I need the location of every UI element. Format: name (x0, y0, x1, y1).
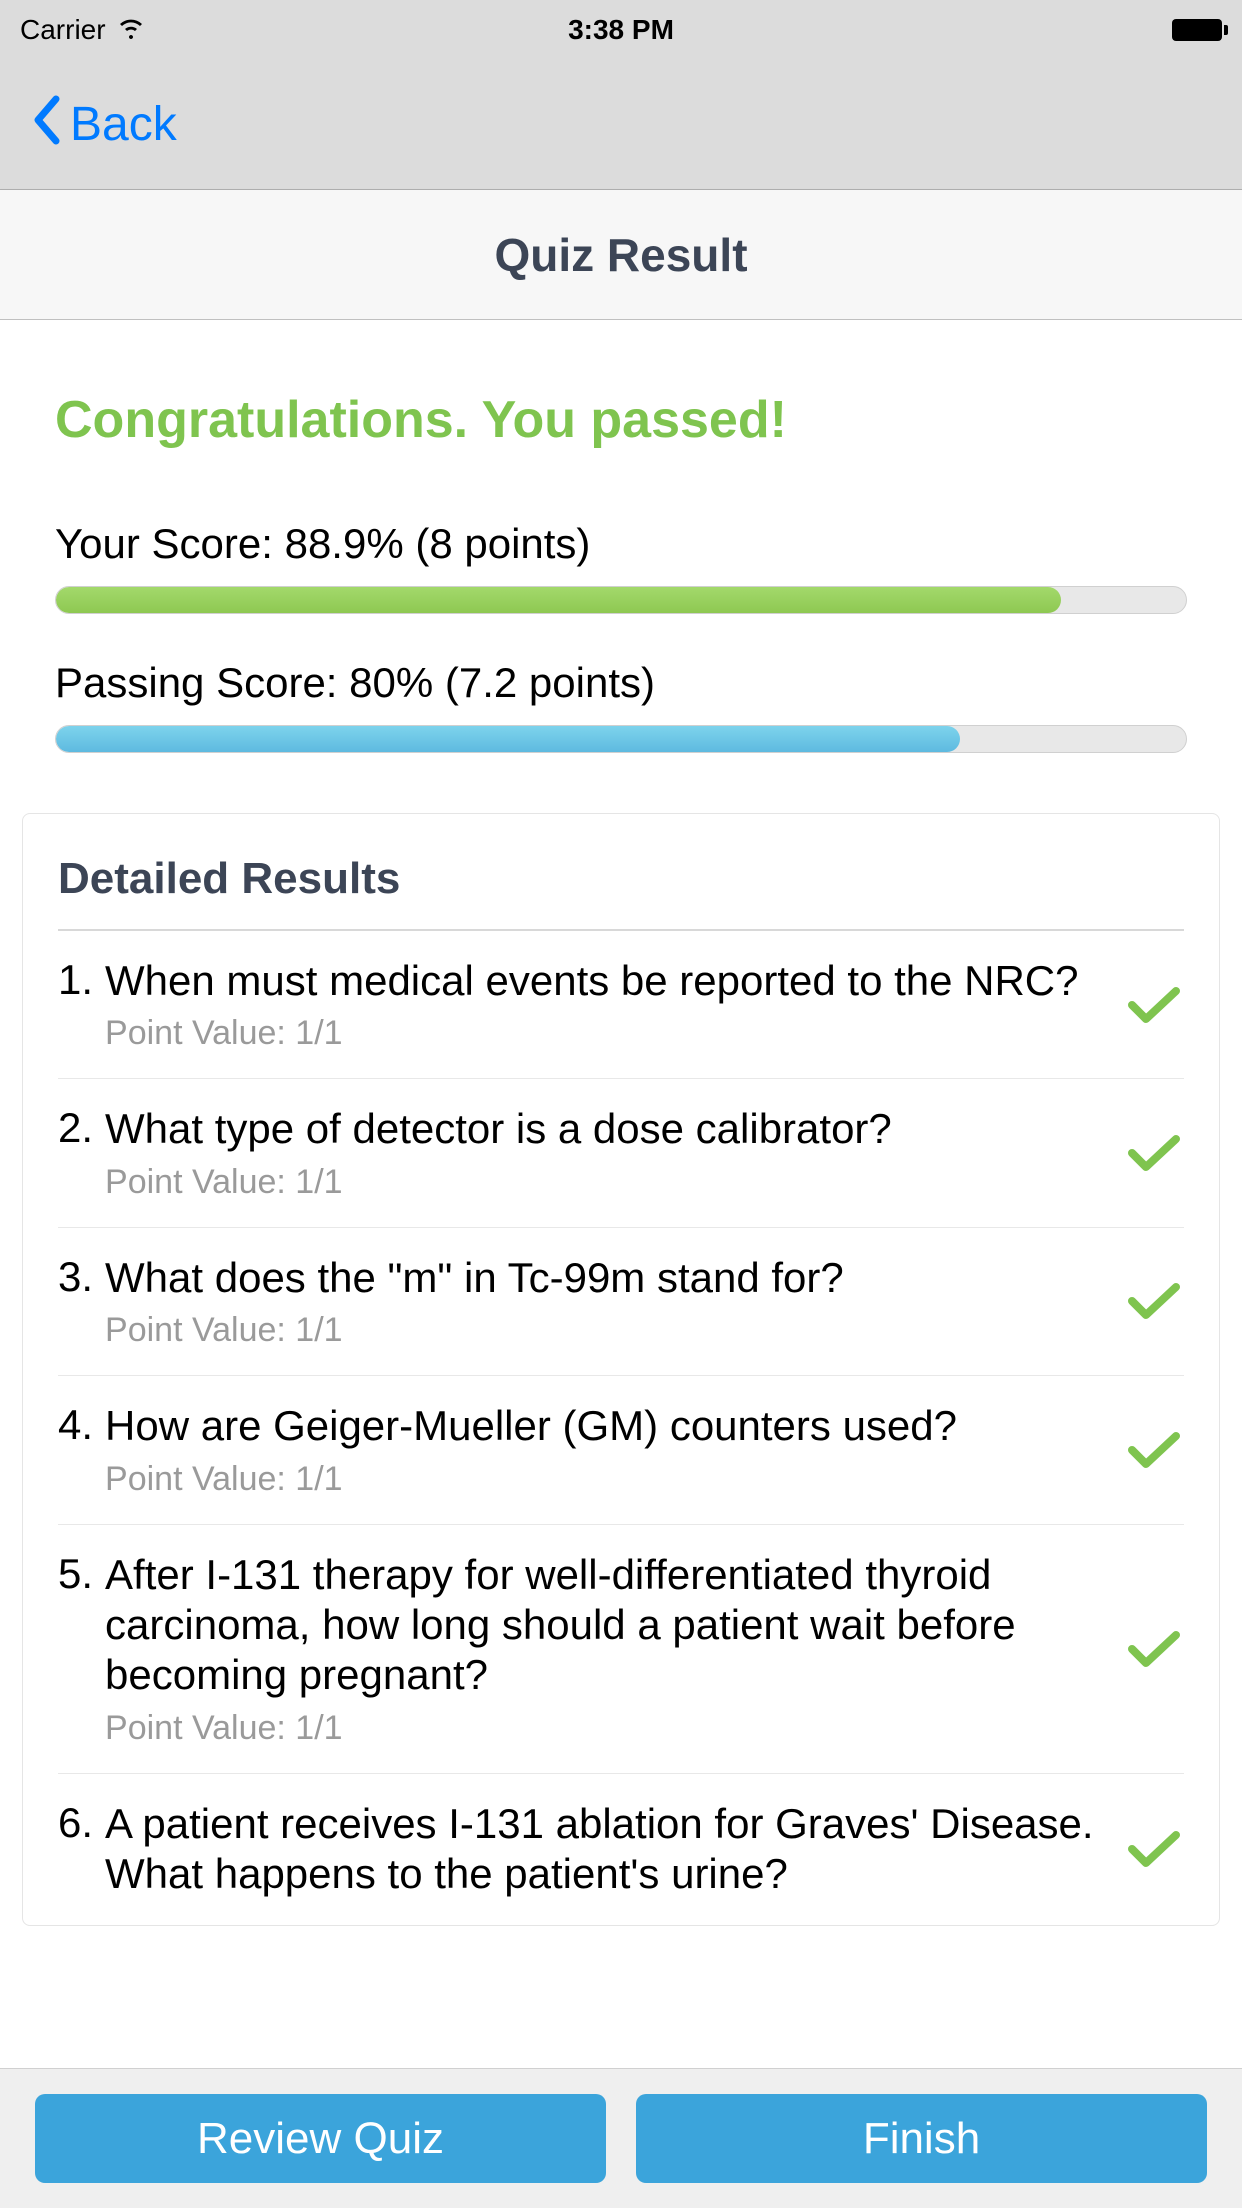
result-points: Point Value: 1/1 (105, 1709, 1104, 1748)
result-item[interactable]: 2.What type of detector is a dose calibr… (58, 1079, 1184, 1227)
your-score-fill (56, 587, 1061, 613)
result-question: After I-131 therapy for well-differentia… (105, 1550, 1104, 1701)
result-text-wrap: What does the "m" in Tc-99m stand for? Po… (105, 1253, 1104, 1350)
result-text-wrap: A patient receives I-131 ablation for Gr… (105, 1799, 1104, 1900)
result-question: A patient receives I-131 ablation for Gr… (105, 1799, 1104, 1900)
status-bar-time: 3:38 PM (568, 14, 674, 46)
carrier-label: Carrier (20, 14, 106, 46)
nav-bar: Back (0, 60, 1242, 190)
result-number: 6. (58, 1799, 93, 1847)
checkmark-icon (1124, 1271, 1184, 1331)
content-area: Congratulations. You passed! Your Score:… (0, 320, 1242, 2108)
header-bar: Quiz Result (0, 190, 1242, 320)
result-number: 1. (58, 956, 93, 1004)
checkmark-icon (1124, 1420, 1184, 1480)
result-number: 5. (58, 1550, 93, 1598)
result-item[interactable]: 3.What does the "m" in Tc-99m stand for?… (58, 1228, 1184, 1376)
checkmark-icon (1124, 1619, 1184, 1679)
passing-score-bar (55, 725, 1187, 753)
result-number: 3. (58, 1253, 93, 1301)
back-button[interactable]: Back (30, 95, 177, 155)
bottom-bar: Review Quiz Finish (0, 2068, 1242, 2208)
finish-button[interactable]: Finish (636, 2094, 1207, 2183)
result-text-wrap: How are Geiger-Mueller (GM) counters use… (105, 1401, 1104, 1498)
result-points: Point Value: 1/1 (105, 1460, 1104, 1499)
result-points: Point Value: 1/1 (105, 1014, 1104, 1053)
result-item[interactable]: 5.After I-131 therapy for well-different… (58, 1525, 1184, 1774)
page-title: Quiz Result (494, 228, 747, 282)
result-question: How are Geiger-Mueller (GM) counters use… (105, 1401, 1104, 1451)
battery-icon (1172, 19, 1222, 41)
result-question: When must medical events be reported to … (105, 956, 1104, 1006)
back-label: Back (70, 97, 177, 152)
passing-score-label: Passing Score: 80% (7.2 points) (55, 659, 1187, 707)
detailed-results-card: Detailed Results 1.When must medical eve… (22, 813, 1220, 1926)
result-content: 4.How are Geiger-Mueller (GM) counters u… (58, 1401, 1104, 1498)
result-question: What type of detector is a dose calibrat… (105, 1104, 1104, 1154)
checkmark-icon (1124, 1819, 1184, 1879)
congrats-text: Congratulations. You passed! (55, 390, 1187, 450)
result-content: 1.When must medical events be reported t… (58, 956, 1104, 1053)
results-list: 1.When must medical events be reported t… (23, 931, 1219, 1925)
checkmark-icon (1124, 1123, 1184, 1183)
result-content: 5.After I-131 therapy for well-different… (58, 1550, 1104, 1748)
status-bar: Carrier 3:38 PM (0, 0, 1242, 60)
status-bar-right (1172, 19, 1222, 41)
congrats-section: Congratulations. You passed! (0, 320, 1242, 490)
result-points: Point Value: 1/1 (105, 1163, 1104, 1202)
result-text-wrap: When must medical events be reported to … (105, 956, 1104, 1053)
result-number: 4. (58, 1401, 93, 1449)
score-section: Your Score: 88.9% (8 points) Passing Sco… (0, 490, 1242, 813)
result-content: 3.What does the "m" in Tc-99m stand for?… (58, 1253, 1104, 1350)
detailed-results-heading: Detailed Results (58, 814, 1184, 931)
your-score-label: Your Score: 88.9% (8 points) (55, 520, 1187, 568)
result-item[interactable]: 6.A patient receives I-131 ablation for … (58, 1774, 1184, 1925)
status-bar-left: Carrier (20, 14, 146, 46)
result-item[interactable]: 1.When must medical events be reported t… (58, 931, 1184, 1079)
result-number: 2. (58, 1104, 93, 1152)
chevron-left-icon (30, 95, 62, 155)
result-content: 2.What type of detector is a dose calibr… (58, 1104, 1104, 1201)
review-quiz-button[interactable]: Review Quiz (35, 2094, 606, 2183)
result-content: 6.A patient receives I-131 ablation for … (58, 1799, 1104, 1900)
result-text-wrap: After I-131 therapy for well-differentia… (105, 1550, 1104, 1748)
passing-score-fill (56, 726, 960, 752)
result-question: What does the "m" in Tc-99m stand for? (105, 1253, 1104, 1303)
result-item[interactable]: 4.How are Geiger-Mueller (GM) counters u… (58, 1376, 1184, 1524)
checkmark-icon (1124, 975, 1184, 1035)
result-points: Point Value: 1/1 (105, 1311, 1104, 1350)
wifi-icon (116, 14, 146, 46)
result-text-wrap: What type of detector is a dose calibrat… (105, 1104, 1104, 1201)
your-score-bar (55, 586, 1187, 614)
